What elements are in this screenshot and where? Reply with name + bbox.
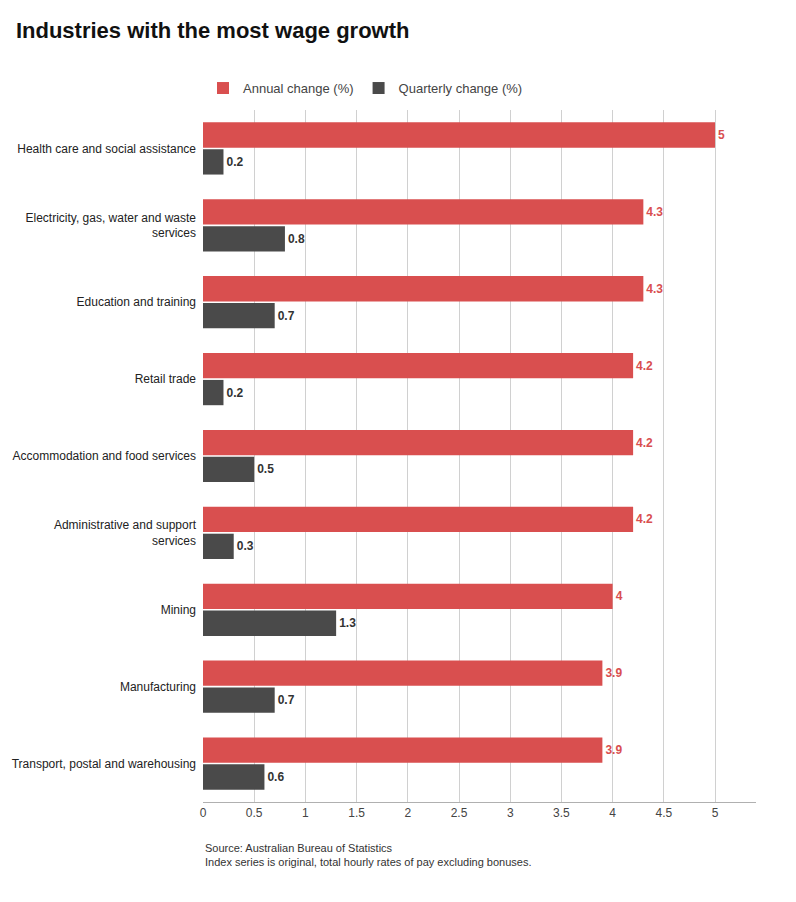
svg-text:0.5: 0.5 <box>246 806 263 820</box>
svg-text:4.2: 4.2 <box>636 436 653 450</box>
svg-text:0.2: 0.2 <box>226 386 243 400</box>
svg-text:Health care and social assista: Health care and social assistance <box>17 142 196 156</box>
svg-text:Industries with the most wage: Industries with the most wage growth <box>16 18 410 43</box>
svg-text:3.9: 3.9 <box>605 743 622 757</box>
svg-text:Manufacturing: Manufacturing <box>120 680 196 694</box>
svg-text:Quarterly change (%): Quarterly change (%) <box>399 81 523 96</box>
svg-text:4.3: 4.3 <box>646 205 663 219</box>
svg-text:0.8: 0.8 <box>288 232 305 246</box>
svg-text:0.7: 0.7 <box>278 309 295 323</box>
svg-text:Education and training: Education and training <box>77 295 196 309</box>
svg-text:Source: Australian Bureau of S: Source: Australian Bureau of StatisticsI… <box>205 842 532 868</box>
svg-text:Accommodation and food service: Accommodation and food services <box>13 449 196 463</box>
svg-text:3: 3 <box>507 806 514 820</box>
svg-text:1.5: 1.5 <box>348 806 365 820</box>
svg-text:4.3: 4.3 <box>646 282 663 296</box>
svg-text:2.5: 2.5 <box>451 806 468 820</box>
svg-text:0.7: 0.7 <box>278 693 295 707</box>
svg-text:4: 4 <box>609 806 616 820</box>
svg-text:5: 5 <box>712 806 719 820</box>
svg-text:4: 4 <box>616 589 623 603</box>
svg-text:Mining: Mining <box>161 603 196 617</box>
svg-text:2: 2 <box>404 806 411 820</box>
svg-text:0.5: 0.5 <box>257 462 274 476</box>
svg-text:3.5: 3.5 <box>553 806 570 820</box>
svg-text:Transport, postal and warehous: Transport, postal and warehousing <box>12 757 196 771</box>
svg-text:3.9: 3.9 <box>605 666 622 680</box>
svg-text:Electricity, gas, water and wa: Electricity, gas, water and wasteservice… <box>25 211 196 241</box>
svg-text:0.3: 0.3 <box>237 539 254 553</box>
svg-text:0: 0 <box>200 806 207 820</box>
svg-text:4.5: 4.5 <box>655 806 672 820</box>
svg-text:Retail trade: Retail trade <box>135 372 197 386</box>
svg-text:1.3: 1.3 <box>339 616 356 630</box>
svg-text:Administrative and supportserv: Administrative and supportservices <box>54 518 197 548</box>
svg-text:0.6: 0.6 <box>267 770 284 784</box>
svg-text:5: 5 <box>718 128 725 142</box>
svg-text:4.2: 4.2 <box>636 512 653 526</box>
svg-text:Annual change (%): Annual change (%) <box>243 81 354 96</box>
svg-text:4.2: 4.2 <box>636 359 653 373</box>
svg-text:0.2: 0.2 <box>226 155 243 169</box>
svg-text:1: 1 <box>302 806 309 820</box>
